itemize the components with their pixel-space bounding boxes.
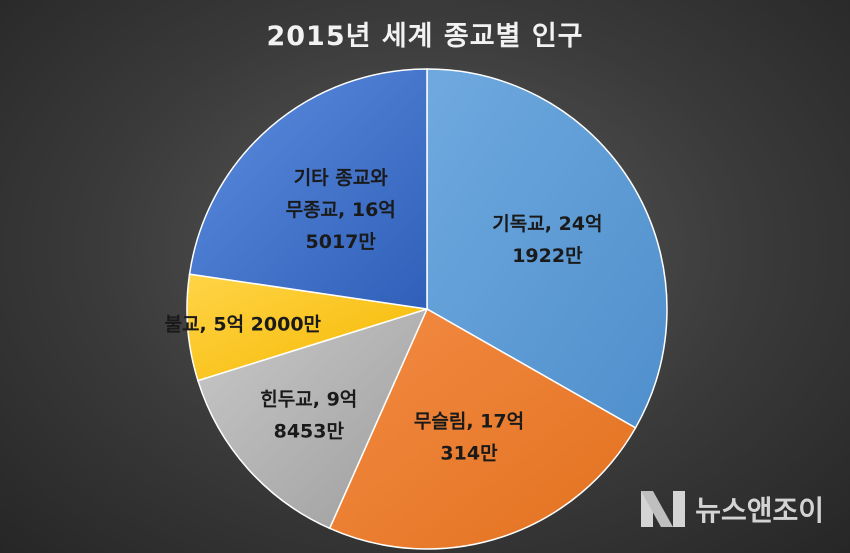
pie-slice-2 xyxy=(196,307,429,530)
slice-label-1: 무슬림, 17억 314만 xyxy=(414,411,524,465)
newsnjoy-logo-icon xyxy=(641,491,686,527)
slice-label-4: 기타 종교와 무종교, 16억 5017만 xyxy=(286,167,396,253)
watermark: 뉴스앤조이 xyxy=(639,489,824,529)
pie-slice-1 xyxy=(328,307,637,550)
pie-slice-0 xyxy=(426,68,668,429)
watermark-text: 뉴스앤조이 xyxy=(695,494,824,527)
chart-title: 2015년 세계 종교별 인구 xyxy=(266,21,584,52)
slice-label-2: 힌두교, 9억 8453만 xyxy=(260,388,357,442)
slice-label-3: 불교, 5억 2000만 xyxy=(165,314,322,336)
slice-label-0: 기독교, 24억 1922만 xyxy=(492,213,602,267)
pie-slice-4 xyxy=(188,68,428,310)
